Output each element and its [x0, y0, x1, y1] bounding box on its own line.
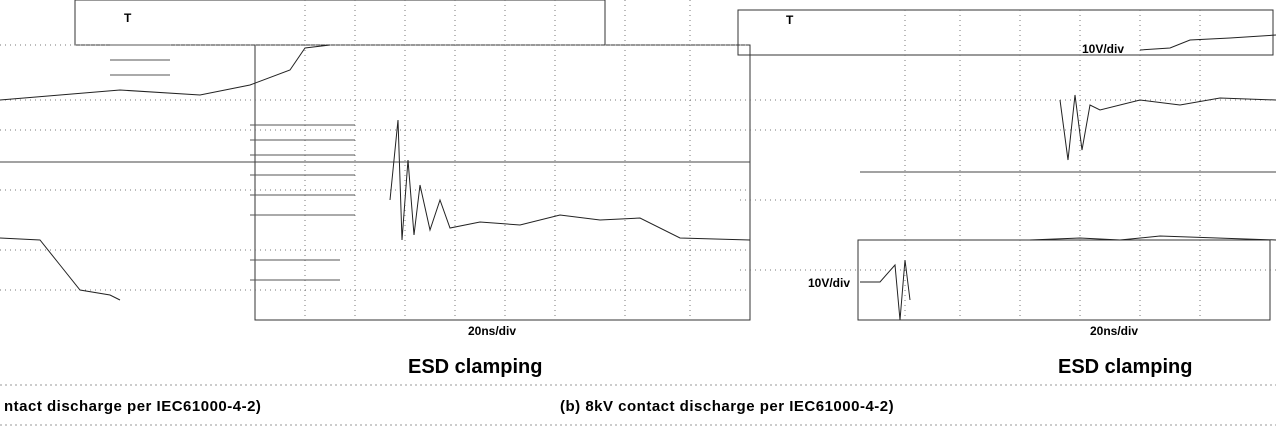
waveform	[0, 238, 120, 300]
grid	[0, 0, 750, 320]
panel-label: ESD clamping	[1058, 356, 1192, 379]
scope-frame	[858, 240, 1270, 320]
caption: (b) 8kV contact discharge per IEC61000-4…	[560, 398, 894, 415]
waveform	[860, 260, 910, 320]
volt-scale: 10V/div	[1082, 42, 1124, 56]
waveform	[0, 45, 330, 100]
waveform	[1030, 236, 1276, 240]
trigger-marker: T	[786, 13, 794, 27]
caption: ntact discharge per IEC61000-4-2)	[4, 398, 261, 415]
volt-scale: 10V/div	[808, 276, 850, 290]
scope-frame	[75, 0, 605, 45]
scope-frame	[738, 10, 1273, 55]
waveform	[390, 120, 750, 240]
time-scale: 20ns/div	[468, 324, 516, 338]
scope-frame	[255, 45, 750, 320]
waveform	[1140, 35, 1276, 50]
panel-label: ESD clamping	[408, 356, 542, 379]
page: T T 10V/div 10V/div 20ns/div 20ns/div ES…	[0, 0, 1276, 432]
waveform	[1060, 95, 1276, 160]
grid	[740, 10, 1276, 320]
trigger-marker: T	[124, 11, 132, 25]
time-scale: 20ns/div	[1090, 324, 1138, 338]
